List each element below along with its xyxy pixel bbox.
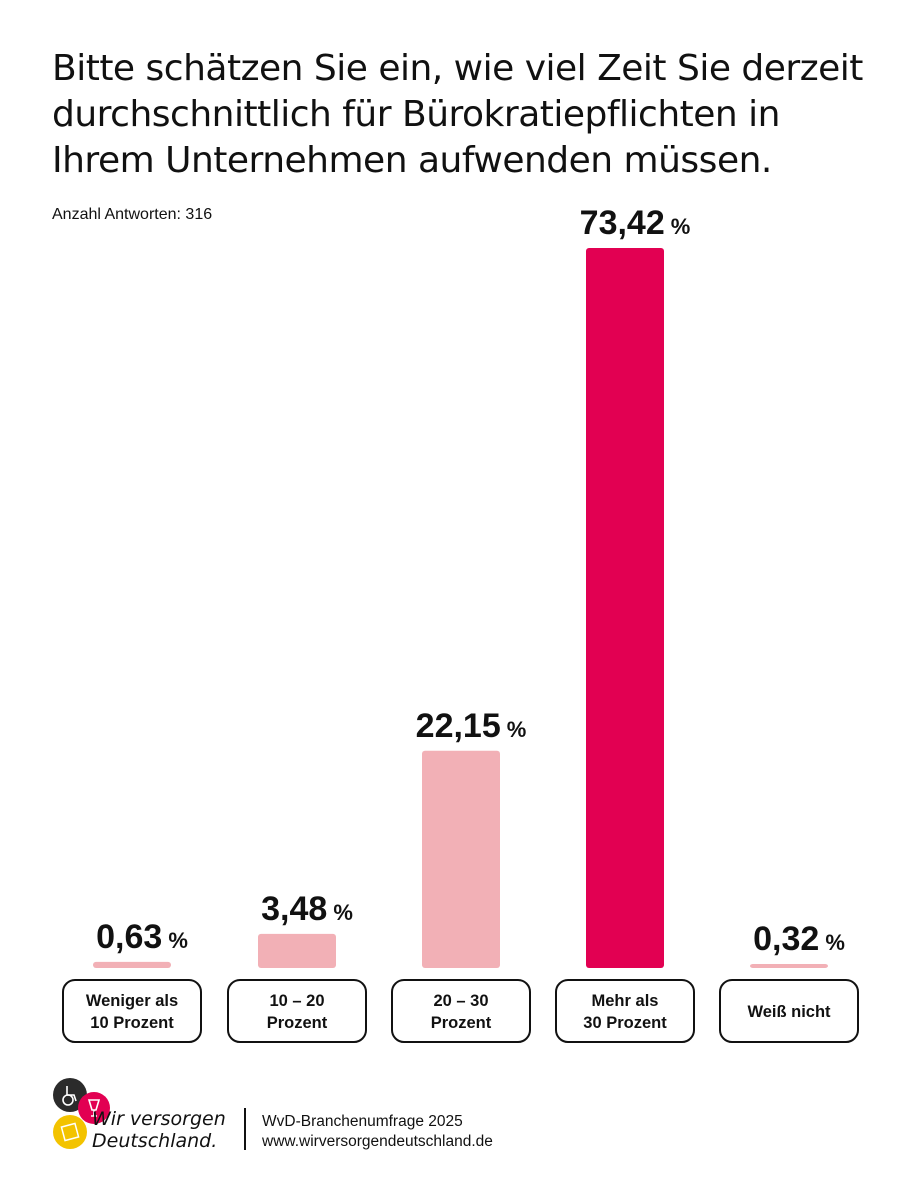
category-label-5: Weiß nicht: [747, 1003, 831, 1021]
category-box-3: [391, 979, 531, 1043]
category-box-1: [62, 979, 202, 1043]
value-label-2: 3,48%: [261, 890, 353, 928]
value-label-4: 73,42%: [580, 204, 691, 242]
category-label-1: 10 Prozent: [90, 1014, 174, 1032]
footer-divider: [244, 1108, 246, 1150]
brand-name: Wir versorgen Deutschland.: [92, 1108, 226, 1152]
value-label-1: 0,63%: [96, 918, 188, 956]
bar-5: [750, 964, 828, 968]
bar-4: [586, 248, 664, 968]
brand-name-line2: Deutschland.: [92, 1130, 218, 1152]
footer-source: WvD-Branchenumfrage 2025 www.wirversorge…: [262, 1112, 493, 1152]
category-label-4: 30 Prozent: [583, 1014, 667, 1032]
logo-yellow-circle-icon: [53, 1115, 87, 1149]
response-count: Anzahl Antworten: 316: [52, 206, 213, 223]
category-label-2: Prozent: [267, 1014, 328, 1032]
category-label-3: Prozent: [431, 1014, 492, 1032]
website-url: www.wirversorgendeutschland.de: [262, 1133, 493, 1150]
category-label-3: 20 – 30: [433, 992, 488, 1010]
category-label-2: 10 – 20: [269, 992, 324, 1010]
logo-red-circle-icon: [78, 1092, 110, 1124]
category-label-4: Mehr als: [592, 992, 659, 1010]
brand-name-line1: Wir versorgen: [92, 1108, 226, 1130]
glass-icon: [87, 1099, 101, 1117]
wheelchair-icon: [62, 1086, 77, 1106]
bar-2: [258, 933, 336, 968]
value-label-3: 22,15%: [416, 707, 527, 745]
category-box-2: [227, 979, 367, 1043]
category-box-4: [555, 979, 695, 1043]
bar-3: [422, 750, 500, 968]
chart-title: Bitte schätzen Sie ein, wie viel Zeit Si…: [52, 48, 863, 181]
category-label-1: Weniger als: [86, 992, 178, 1010]
value-label-5: 0,32%: [753, 920, 845, 958]
category-box-5: [719, 979, 859, 1043]
brand-logo: [53, 1078, 110, 1149]
survey-name: WvD-Branchenumfrage 2025: [262, 1113, 463, 1130]
bar-1: [93, 961, 171, 968]
document-icon: [60, 1122, 80, 1142]
